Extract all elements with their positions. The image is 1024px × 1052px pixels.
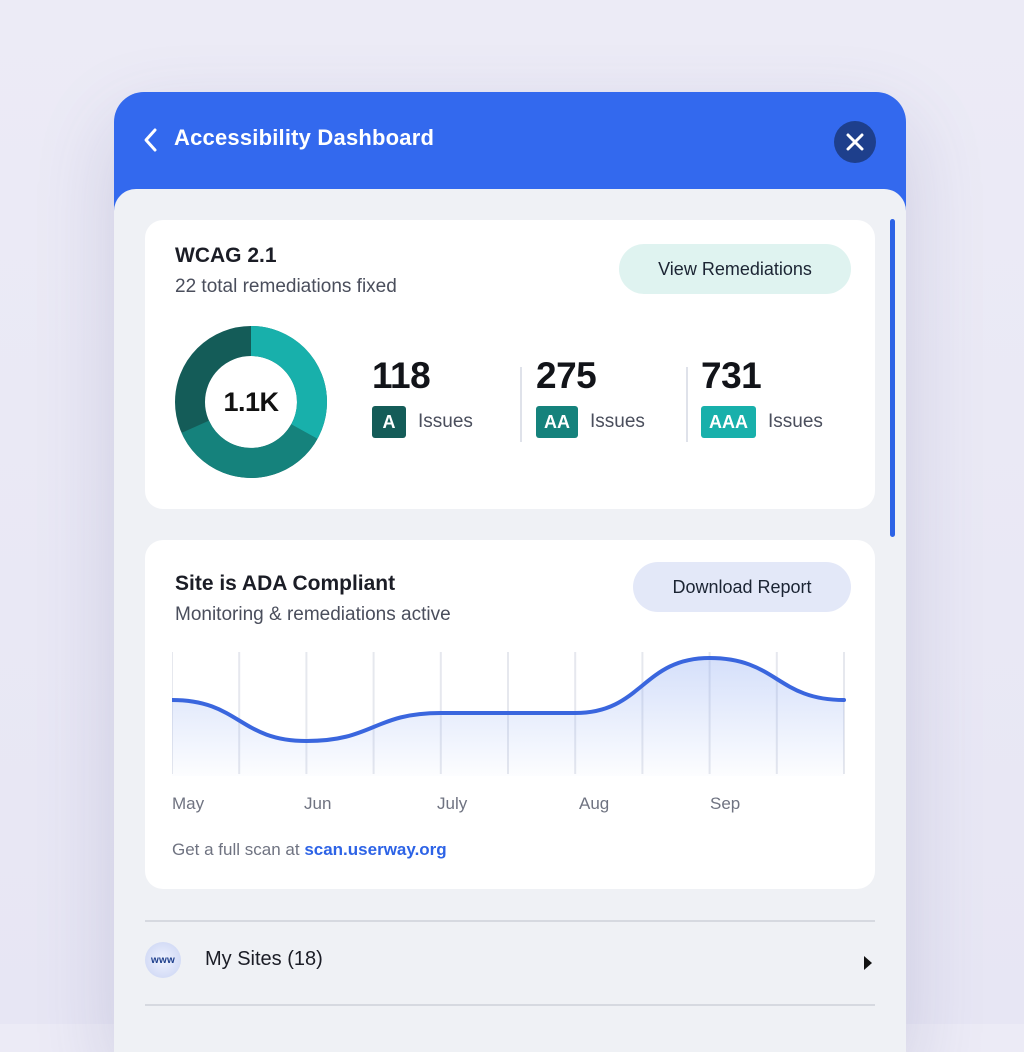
divider bbox=[686, 367, 688, 442]
compliance-subtitle: Monitoring & remediations active bbox=[175, 604, 451, 625]
x-tick-label: July bbox=[437, 794, 468, 813]
scan-prefix: Get a full scan at bbox=[172, 840, 300, 859]
scan-link[interactable]: scan.userway.org bbox=[304, 840, 447, 859]
chart-line bbox=[172, 655, 846, 744]
stat-aa-label: Issues bbox=[590, 411, 645, 432]
wcag-card: WCAG 2.1 22 total remediations fixed Vie… bbox=[145, 220, 875, 509]
dashboard-panel: Accessibility Dashboard WCAG 2.1 22 tota… bbox=[114, 92, 906, 1052]
stat-a: 118 A Issues bbox=[372, 356, 473, 438]
donut-segment-aa bbox=[181, 420, 318, 478]
wcag-subtitle: 22 total remediations fixed bbox=[175, 276, 397, 297]
dashboard-body: WCAG 2.1 22 total remediations fixed Vie… bbox=[114, 189, 906, 1052]
x-tick-label: Jun bbox=[304, 794, 332, 813]
close-button[interactable] bbox=[834, 121, 876, 163]
stat-aa: 275 AA Issues bbox=[536, 356, 645, 438]
chart-area bbox=[172, 658, 844, 776]
badge-aaa: AAA bbox=[701, 406, 756, 438]
stat-aaa-value: 731 bbox=[701, 355, 762, 396]
divider bbox=[145, 1004, 875, 1006]
divider bbox=[520, 367, 522, 442]
my-sites-row[interactable]: www My Sites (18) bbox=[145, 922, 875, 1004]
issues-donut-chart bbox=[175, 326, 327, 478]
close-icon bbox=[846, 133, 864, 151]
stat-aaa-label: Issues bbox=[768, 411, 823, 432]
wcag-title: WCAG 2.1 bbox=[175, 244, 277, 267]
divider bbox=[145, 920, 875, 922]
www-icon: www bbox=[145, 942, 181, 978]
donut-segment-aaa bbox=[250, 326, 327, 439]
stat-a-label: Issues bbox=[418, 411, 473, 432]
badge-a: A bbox=[372, 406, 406, 438]
stat-aa-value: 275 bbox=[536, 355, 597, 396]
x-tick-label: Sep bbox=[710, 794, 741, 813]
chevron-left-icon bbox=[144, 128, 157, 152]
x-tick-label: May bbox=[172, 794, 205, 813]
back-button[interactable] bbox=[138, 122, 164, 158]
x-tick-label: Aug bbox=[579, 794, 610, 813]
stat-a-value: 118 bbox=[372, 355, 431, 396]
my-sites-label: My Sites (18) bbox=[205, 948, 323, 970]
page-title: Accessibility Dashboard bbox=[174, 125, 435, 150]
header: Accessibility Dashboard bbox=[114, 92, 906, 190]
badge-aa: AA bbox=[536, 406, 578, 438]
compliance-title: Site is ADA Compliant bbox=[175, 572, 396, 595]
compliance-card: Site is ADA Compliant Monitoring & remed… bbox=[145, 540, 875, 889]
caret-right-icon bbox=[864, 956, 872, 970]
download-report-button[interactable]: Download Report bbox=[633, 562, 851, 612]
view-remediations-button[interactable]: View Remediations bbox=[619, 244, 851, 294]
stat-aaa: 731 AAA Issues bbox=[701, 356, 823, 438]
scan-text: Get a full scan at scan.userway.org bbox=[172, 840, 447, 860]
scrollbar[interactable] bbox=[890, 219, 895, 537]
donut-total: 1.1K bbox=[223, 386, 279, 417]
compliance-line-chart bbox=[172, 652, 846, 776]
